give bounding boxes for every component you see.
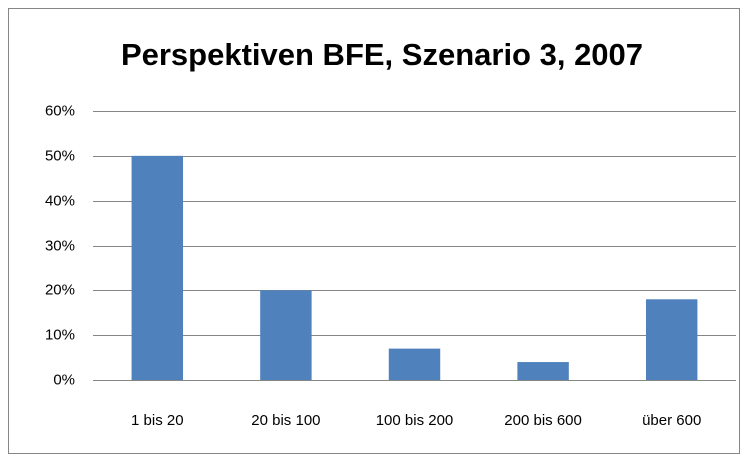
x-tick-label: über 600 <box>642 412 701 429</box>
y-tick-label: 50% <box>45 147 75 164</box>
x-tick-label: 200 bis 600 <box>504 412 582 429</box>
bar <box>131 155 184 380</box>
y-tick-label: 10% <box>45 326 75 343</box>
y-tick-label: 40% <box>45 192 75 209</box>
bar <box>517 362 569 380</box>
bar <box>645 299 698 380</box>
x-tick-label: 1 bis 20 <box>131 412 184 429</box>
chart-border <box>8 8 740 454</box>
y-tick-label: 60% <box>45 102 75 119</box>
y-tick-label: 20% <box>45 281 75 298</box>
x-tick-label: 20 bis 100 <box>251 412 320 429</box>
y-tick-label: 30% <box>45 237 75 254</box>
bar <box>388 348 441 380</box>
chart-title: Perspektiven BFE, Szenario 3, 2007 <box>121 37 643 72</box>
bar <box>260 290 312 380</box>
x-tick-label: 100 bis 200 <box>376 412 454 429</box>
y-tick-label: 0% <box>53 371 75 388</box>
